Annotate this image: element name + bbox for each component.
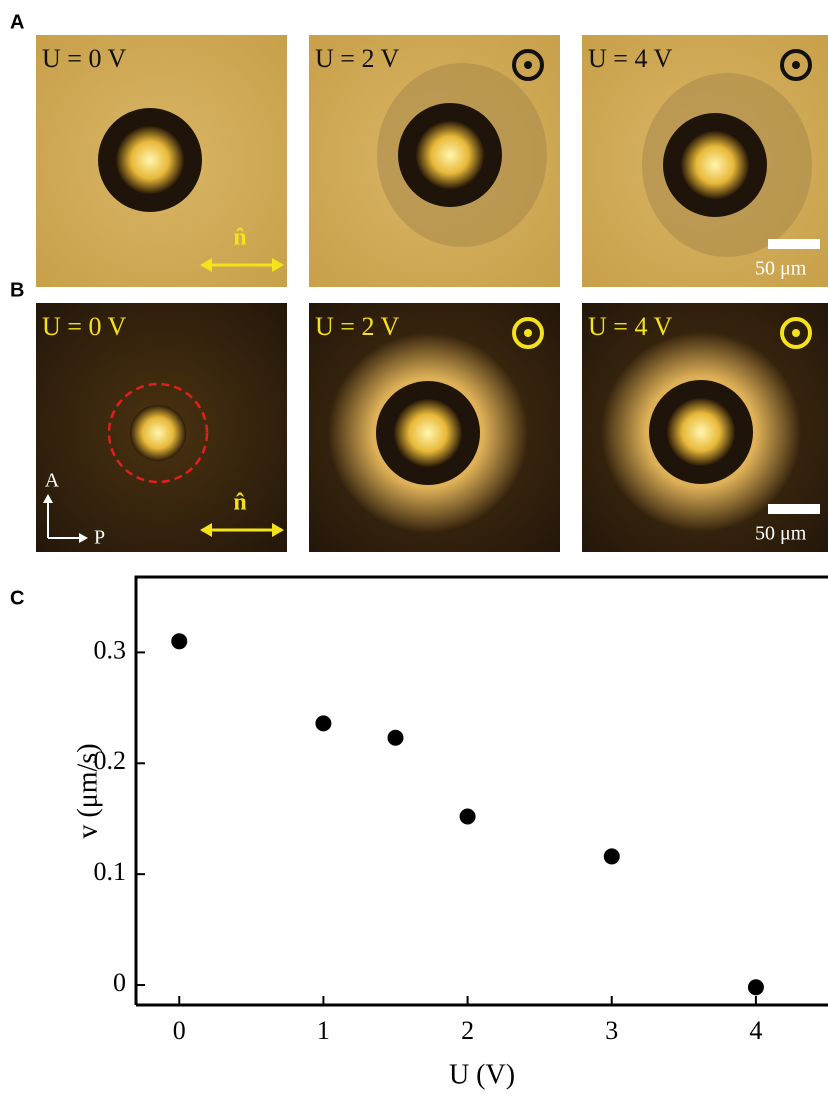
data-point xyxy=(171,633,188,650)
voltage-label: U = 4 V xyxy=(588,312,672,341)
field-icon-dot xyxy=(524,61,532,69)
data-point xyxy=(459,808,476,825)
panel-label: B xyxy=(10,279,24,301)
chart: C 0 1 2 3 4 0 0.1 0.2 0.3 U (V) v (μm/s) xyxy=(10,575,828,1090)
micrograph: U = 2 V xyxy=(309,35,560,287)
core xyxy=(130,405,186,461)
core xyxy=(667,398,735,466)
analyzer-label: A xyxy=(45,470,60,492)
micrograph: U = 2 V xyxy=(309,303,560,552)
field-icon xyxy=(780,317,812,349)
y-tick-label: 0.2 xyxy=(94,746,127,775)
data-point xyxy=(747,979,764,996)
voltage-label: U = 0 V xyxy=(42,44,126,73)
axes-frame xyxy=(134,575,828,1007)
micrograph: U = 0 V n̂ A P xyxy=(36,303,287,552)
field-icon-dot xyxy=(792,329,800,337)
scale-label: 50 μm xyxy=(755,258,807,280)
x-tick-label: 0 xyxy=(173,1016,186,1045)
panel-label: A xyxy=(10,11,24,33)
x-tick-label: 3 xyxy=(605,1016,618,1045)
scale-bar xyxy=(768,504,820,514)
field-icon-dot xyxy=(524,329,532,337)
data-point xyxy=(387,729,404,746)
outline xyxy=(107,382,209,484)
x-tick-label: 4 xyxy=(749,1016,762,1045)
y-tick-label: 0.1 xyxy=(94,857,127,886)
scale-label: 50 μm xyxy=(755,523,807,545)
y-axis-label: v (μm/s) xyxy=(72,743,103,838)
scale-bar xyxy=(768,239,820,249)
field-icon xyxy=(780,49,812,81)
micrograph: U = 0 V n̂ xyxy=(36,35,287,287)
micrograph: U = 4 V 50 μm xyxy=(582,35,828,287)
core xyxy=(116,126,184,194)
director-label: n̂ xyxy=(233,490,246,516)
data-point xyxy=(603,848,620,865)
core xyxy=(416,121,484,189)
core xyxy=(394,399,462,467)
polarizer-label: P xyxy=(94,527,105,549)
voltage-label: U = 2 V xyxy=(315,44,399,73)
panel-label: C xyxy=(10,587,24,609)
core xyxy=(681,131,749,199)
voltage-label: U = 0 V xyxy=(42,312,126,341)
x-axis-label: U (V) xyxy=(449,1059,515,1090)
y-tick-label: 0 xyxy=(113,968,126,997)
voltage-label: U = 2 V xyxy=(315,312,399,341)
x-tick-label: 2 xyxy=(461,1016,474,1045)
polarizer-axes xyxy=(47,500,82,539)
polarizer-heads xyxy=(43,494,88,543)
voltage-label: U = 4 V xyxy=(588,44,672,73)
micrograph: U = 4 V 50 μm xyxy=(582,303,828,552)
y-tick-label: 0.3 xyxy=(94,635,127,664)
field-icon xyxy=(512,49,544,81)
x-tick-label: 1 xyxy=(317,1016,330,1045)
field-icon xyxy=(512,317,544,349)
data-point xyxy=(315,715,332,732)
field-icon-dot xyxy=(792,61,800,69)
director-label: n̂ xyxy=(233,225,246,251)
